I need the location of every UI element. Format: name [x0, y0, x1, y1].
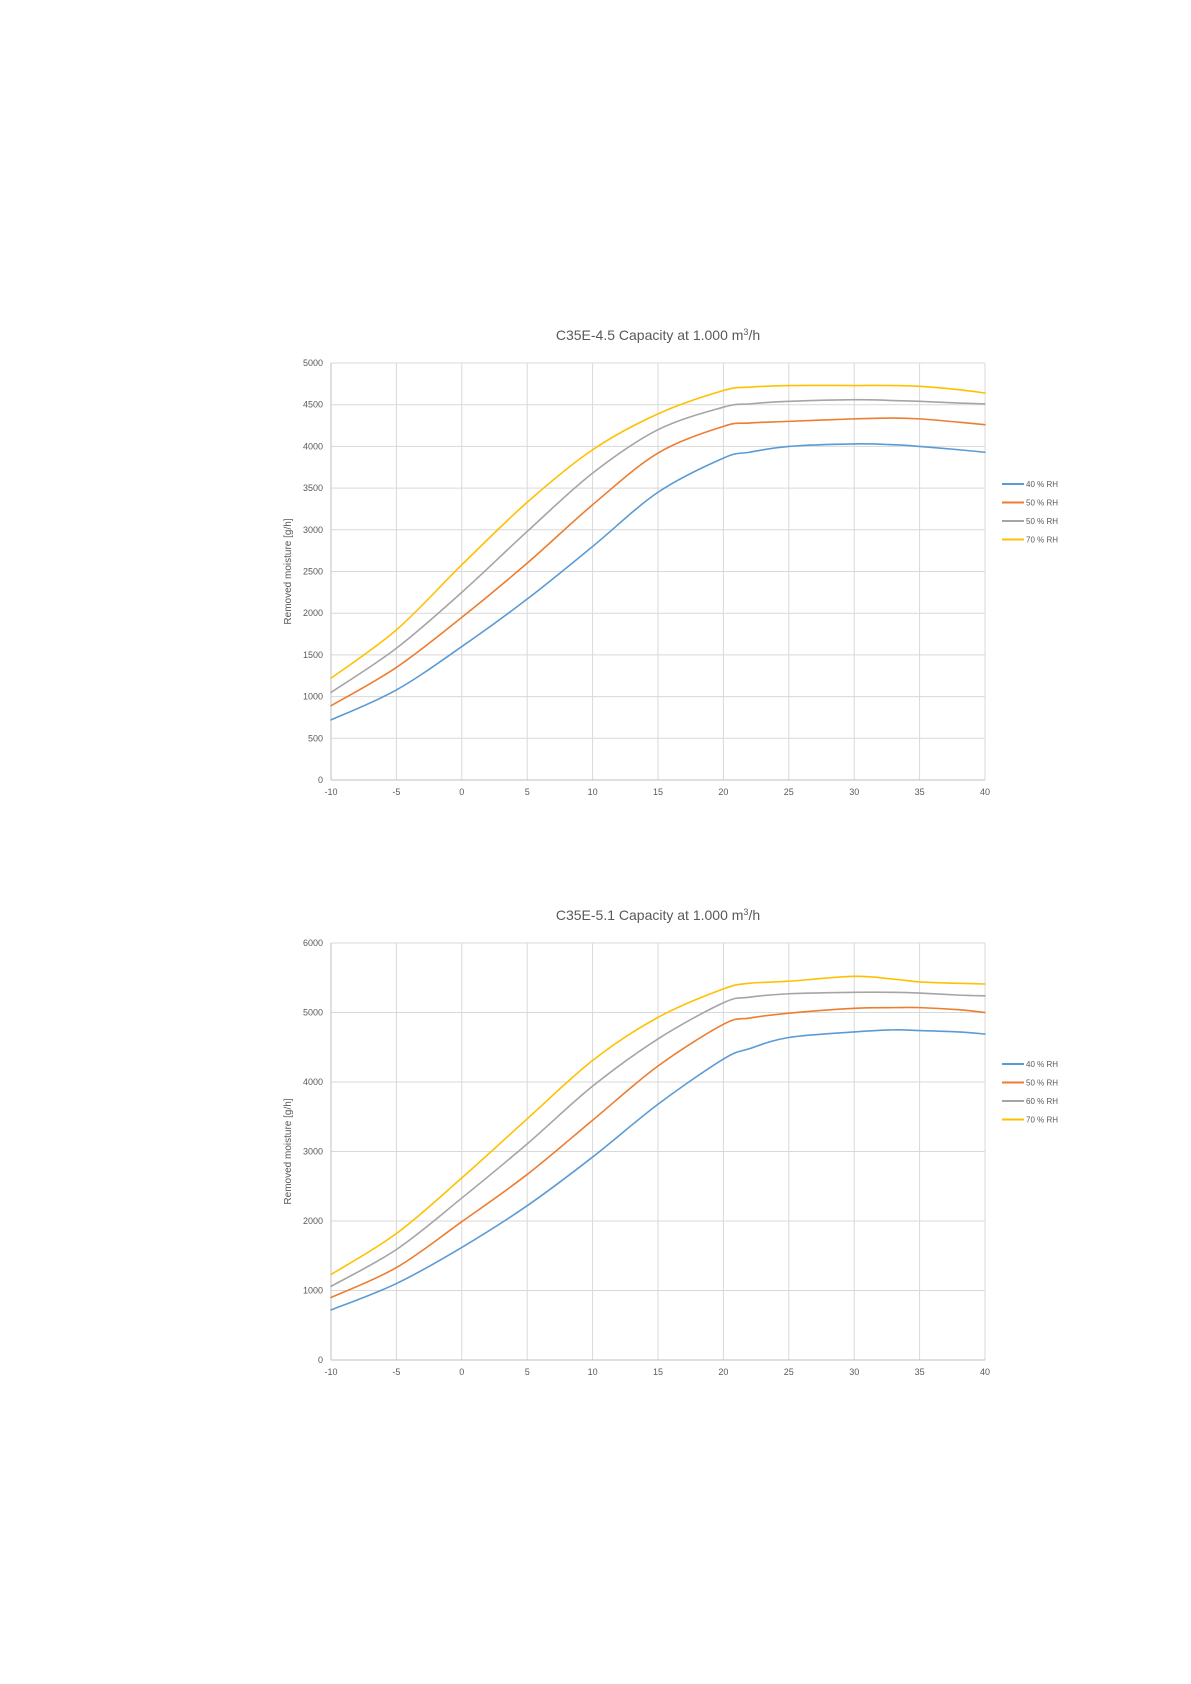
chart-1-legend: 40 % RH 50 % RH 50 % RH 70 % RH — [1002, 480, 1058, 545]
chart-1-y-tick-label: 3500 — [303, 483, 323, 493]
chart-2-legend-label-4: 70 % RH — [1026, 1116, 1058, 1125]
chart-2-title-tail: /h — [748, 907, 760, 923]
chart-1-legend-label-3: 50 % RH — [1026, 517, 1058, 526]
chart-2-legend: 40 % RH 50 % RH 60 % RH 70 % RH — [1002, 1060, 1058, 1125]
chart-2-x-tick-label: 20 — [718, 1367, 728, 1377]
chart-1-x-tick-label: -10 — [324, 787, 337, 797]
chart-1-legend-label-2: 50 % RH — [1026, 499, 1058, 508]
chart-2-series-group — [330, 975, 986, 1311]
chart-1-y-tick-label: 500 — [308, 733, 323, 743]
chart-2-series-line-1 — [330, 1029, 986, 1311]
chart-c35e-5-1-svg: C35E-5.1 Capacity at 1.000 m3/h 0 1000 2000… — [283, 907, 1058, 1377]
chart-1-y-tick-label: 3000 — [303, 525, 323, 535]
chart-1-x-tick-label: 30 — [849, 787, 859, 797]
chart-1-x-tick-label: 40 — [980, 787, 990, 797]
chart-1-series-line-4 — [330, 384, 986, 680]
chart-2-series-line-3 — [330, 991, 986, 1288]
chart-1-series-line-2 — [330, 417, 986, 707]
chart-1-x-tick-label: 20 — [718, 787, 728, 797]
chart-1-y-tick-label: 1500 — [303, 650, 323, 660]
chart-2-title-superscript: 3 — [743, 907, 748, 917]
chart-1-x-tick-label: 0 — [459, 787, 464, 797]
chart-2-y-tick-label: 5000 — [303, 1008, 323, 1018]
chart-2-x-tick-label: -10 — [324, 1367, 337, 1377]
chart-2-series-line-2 — [330, 1006, 986, 1299]
chart-c35e-4-5: C35E-4.5 Capacity at 1.000 m3/h 0 500 1000 1… — [0, 310, 1191, 800]
chart-1-title-tail: /h — [748, 327, 760, 343]
chart-2-title-main: C35E-5.1 Capacity at 1.000 m — [556, 907, 744, 923]
chart-2-x-tick-label: 0 — [459, 1367, 464, 1377]
chart-2-x-tick-label: 30 — [849, 1367, 859, 1377]
chart-1-legend-label-1: 40 % RH — [1026, 480, 1058, 489]
chart-2-x-tick-label: 15 — [653, 1367, 663, 1377]
chart-2-x-tick-label: -5 — [392, 1367, 400, 1377]
chart-1-x-tick-label: 15 — [653, 787, 663, 797]
chart-1-x-tick-label: -5 — [392, 787, 400, 797]
chart-2-series-line-4 — [330, 975, 986, 1276]
chart-1-y-tick-label: 2500 — [303, 567, 323, 577]
chart-1-y-tick-label: 1000 — [303, 692, 323, 702]
chart-2-legend-label-2: 50 % RH — [1026, 1079, 1058, 1088]
chart-1-x-tick-label: 25 — [784, 787, 794, 797]
chart-2-x-tick-label: 25 — [784, 1367, 794, 1377]
chart-1-y-axis-title: Removed moisture [g/h] — [283, 518, 294, 624]
chart-2-y-tick-label: 3000 — [303, 1147, 323, 1157]
chart-1-series-line-3 — [330, 398, 986, 694]
chart-1-title-main: C35E-4.5 Capacity at 1.000 m — [556, 327, 744, 343]
chart-1-title: C35E-4.5 Capacity at 1.000 m3/h — [556, 327, 760, 343]
chart-2-x-tick-label: 35 — [915, 1367, 925, 1377]
chart-2-y-tick-label: 6000 — [303, 938, 323, 948]
chart-1-y-tick-label: 0 — [318, 775, 323, 785]
chart-1-y-tick-label: 4500 — [303, 400, 323, 410]
chart-1-x-tick-label: 5 — [525, 787, 530, 797]
chart-2-x-tick-label: 40 — [980, 1367, 990, 1377]
chart-1-gridlines — [330, 362, 986, 781]
chart-1-x-tick-label: 35 — [915, 787, 925, 797]
chart-c35e-4-5-svg: C35E-4.5 Capacity at 1.000 m3/h 0 500 1000 1… — [283, 327, 1058, 797]
chart-2-y-tick-label: 1000 — [303, 1286, 323, 1296]
chart-1-legend-label-4: 70 % RH — [1026, 536, 1058, 545]
chart-1-x-tick-label: 10 — [588, 787, 598, 797]
chart-1-series-line-1 — [330, 443, 986, 721]
chart-2-y-tick-label: 2000 — [303, 1216, 323, 1226]
chart-1-y-tick-label: 4000 — [303, 441, 323, 451]
chart-2-title: C35E-5.1 Capacity at 1.000 m3/h — [556, 907, 760, 923]
chart-2-x-tick-label: 5 — [525, 1367, 530, 1377]
chart-2-legend-label-3: 60 % RH — [1026, 1097, 1058, 1106]
chart-2-y-tick-label: 4000 — [303, 1077, 323, 1087]
chart-1-y-tick-label: 5000 — [303, 358, 323, 368]
chart-1-series-group — [330, 384, 986, 721]
chart-2-y-tick-label: 0 — [318, 1355, 323, 1365]
chart-1-y-tick-label: 2000 — [303, 608, 323, 618]
chart-2-gridlines — [330, 942, 986, 1361]
chart-2-y-axis-title: Removed moisture [g/h] — [283, 1098, 294, 1204]
chart-2-x-tick-label: 10 — [588, 1367, 598, 1377]
chart-c35e-5-1: C35E-5.1 Capacity at 1.000 m3/h 0 1000 2000… — [0, 890, 1191, 1380]
chart-1-title-superscript: 3 — [743, 327, 748, 337]
chart-2-legend-label-1: 40 % RH — [1026, 1060, 1058, 1069]
